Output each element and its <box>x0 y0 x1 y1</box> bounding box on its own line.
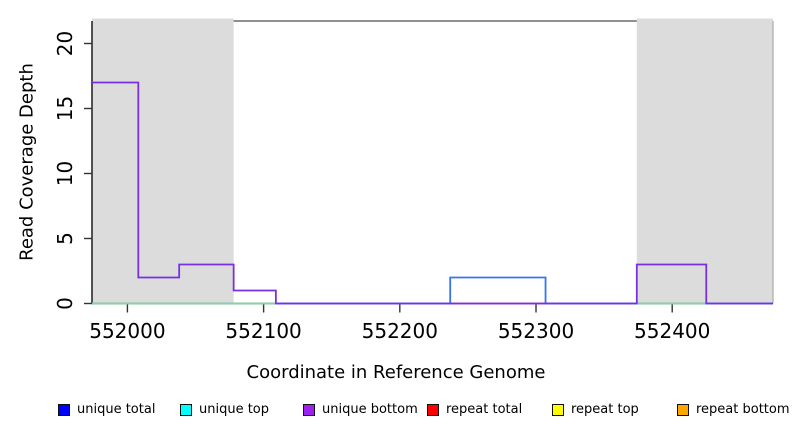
legend-item-unique-total: unique total <box>58 399 155 421</box>
x-tick-label-552400: 552400 <box>634 319 710 343</box>
legend-item-unique-bottom: unique bottom <box>303 399 418 421</box>
legend-color-swatch-repeat-bottom <box>677 404 689 416</box>
legend-color-swatch-repeat-total <box>427 404 439 416</box>
legend-label: repeat bottom <box>696 402 790 417</box>
x-axis-title: Coordinate in Reference Genome <box>246 362 546 383</box>
legend-color-swatch-repeat-top <box>552 404 564 416</box>
legend-color-swatch-unique-bottom <box>303 404 315 416</box>
legend-label: unique total <box>77 402 156 417</box>
series-line-unique-bottom <box>92 81 773 305</box>
legend-label: repeat top <box>571 402 639 417</box>
legend-item-repeat-bottom: repeat bottom <box>677 399 790 421</box>
legend-item-repeat-top: repeat top <box>552 399 639 421</box>
legend-label: unique bottom <box>322 402 418 417</box>
y-tick-label-20: 20 <box>53 31 77 56</box>
x-tick-label-552100: 552100 <box>225 319 301 343</box>
legend-item-repeat-total: repeat total <box>427 399 522 421</box>
legend-color-swatch-unique-top <box>180 404 192 416</box>
y-tick-label-15: 15 <box>53 96 77 121</box>
legend-item-unique-top: unique top <box>180 399 269 421</box>
x-tick-label-552000: 552000 <box>89 319 165 343</box>
y-tick-label-10: 10 <box>53 161 77 186</box>
y-axis-title: Read Coverage Depth <box>16 63 38 261</box>
legend-color-swatch-unique-total <box>58 404 70 416</box>
y-tick-label-0: 0 <box>53 297 77 310</box>
x-tick-label-552300: 552300 <box>498 319 574 343</box>
shaded-region-1 <box>92 18 234 304</box>
plot-canvas: 0 5 10 15 20 552000 552100 552200 552300 552400 <box>53 18 774 343</box>
legend: unique total unique top unique bottom repea… <box>0 399 792 423</box>
legend-label: repeat total <box>446 402 523 417</box>
y-tick-label-5: 5 <box>53 232 77 245</box>
legend-label: unique top <box>199 402 270 417</box>
shaded-region-2 <box>636 18 773 304</box>
x-tick-label-552200: 552200 <box>362 319 438 343</box>
